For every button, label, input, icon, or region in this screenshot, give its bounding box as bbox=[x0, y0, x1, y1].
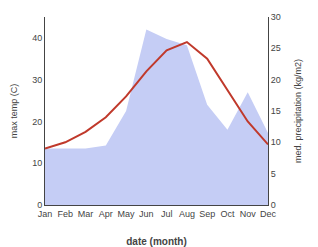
svg-text:5: 5 bbox=[271, 169, 276, 179]
svg-text:Aug: Aug bbox=[179, 209, 195, 219]
svg-text:10: 10 bbox=[32, 158, 42, 168]
svg-text:Mar: Mar bbox=[78, 209, 94, 219]
svg-text:15: 15 bbox=[271, 106, 281, 116]
svg-text:30: 30 bbox=[271, 12, 281, 22]
svg-text:date (month): date (month) bbox=[126, 236, 187, 247]
svg-text:0: 0 bbox=[271, 200, 276, 210]
svg-text:40: 40 bbox=[32, 33, 42, 43]
svg-text:med. precipitation (kg/m2): med. precipitation (kg/m2) bbox=[293, 59, 303, 163]
svg-text:Oct: Oct bbox=[220, 209, 235, 219]
svg-text:25: 25 bbox=[271, 43, 281, 53]
svg-text:Apr: Apr bbox=[99, 209, 113, 219]
svg-text:Nov: Nov bbox=[240, 209, 257, 219]
svg-text:Sep: Sep bbox=[199, 209, 215, 219]
svg-text:Jun: Jun bbox=[139, 209, 154, 219]
svg-text:Dec: Dec bbox=[260, 209, 277, 219]
svg-text:May: May bbox=[118, 209, 136, 219]
svg-text:10: 10 bbox=[271, 137, 281, 147]
svg-text:0: 0 bbox=[37, 200, 42, 210]
svg-text:Jan: Jan bbox=[38, 209, 53, 219]
svg-text:max temp (C): max temp (C) bbox=[9, 84, 19, 139]
svg-text:Jul: Jul bbox=[161, 209, 173, 219]
svg-text:30: 30 bbox=[32, 75, 42, 85]
svg-text:Feb: Feb bbox=[58, 209, 74, 219]
svg-text:20: 20 bbox=[271, 75, 281, 85]
svg-text:20: 20 bbox=[32, 117, 42, 127]
